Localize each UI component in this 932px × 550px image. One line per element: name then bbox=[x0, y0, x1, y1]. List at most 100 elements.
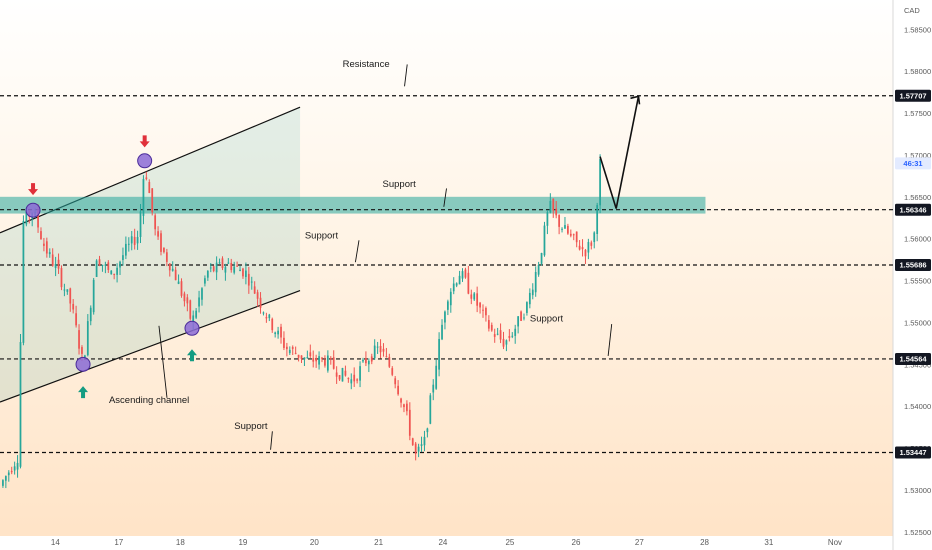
candle-body bbox=[215, 262, 218, 273]
candle-body bbox=[218, 262, 221, 264]
candle-body bbox=[233, 266, 236, 273]
candle-body bbox=[441, 324, 443, 340]
candle-body bbox=[362, 359, 364, 362]
candle-body bbox=[195, 310, 198, 318]
candle-body bbox=[107, 262, 110, 270]
candle-body bbox=[165, 252, 168, 262]
candle-body bbox=[148, 181, 151, 193]
candle-body bbox=[171, 268, 174, 271]
candle-body bbox=[464, 269, 467, 278]
candle-body bbox=[546, 212, 549, 226]
candle-body bbox=[499, 330, 502, 340]
buy-arrow-icon bbox=[186, 349, 197, 362]
candle-body bbox=[7, 472, 10, 476]
candle-body bbox=[479, 302, 481, 308]
candle-body bbox=[461, 271, 464, 279]
x-tick-label: 17 bbox=[114, 538, 123, 547]
candle-body bbox=[537, 264, 540, 275]
y-tick-label: 1.57000 bbox=[904, 151, 931, 160]
candle-body bbox=[347, 378, 350, 380]
candle-body bbox=[558, 215, 560, 227]
candle-body bbox=[119, 261, 121, 268]
candle-body bbox=[379, 346, 382, 353]
candle-body bbox=[186, 297, 189, 304]
candle-body bbox=[341, 367, 344, 382]
candle-body bbox=[590, 242, 593, 246]
candle-body bbox=[69, 288, 72, 304]
x-tick-label: 20 bbox=[310, 538, 319, 547]
candle-body bbox=[306, 357, 309, 359]
touch-point-circle[interactable] bbox=[137, 153, 153, 169]
annotation-label: Support bbox=[530, 314, 564, 325]
y-tick-label: 1.56500 bbox=[904, 193, 931, 202]
candle-body bbox=[177, 281, 180, 284]
annotation-pointer bbox=[443, 188, 447, 207]
candle-body bbox=[89, 307, 92, 322]
y-tick-label: 1.54000 bbox=[904, 402, 931, 411]
price-axis[interactable] bbox=[893, 0, 932, 550]
annotation-pointer bbox=[158, 325, 168, 398]
buy-arrow-icon bbox=[78, 386, 89, 399]
candle-body bbox=[189, 300, 192, 319]
candle-body bbox=[365, 358, 367, 364]
projection-path bbox=[599, 96, 640, 209]
candle-body bbox=[40, 231, 42, 240]
annotation-label: Ascending channel bbox=[109, 395, 189, 406]
candle-body bbox=[423, 436, 426, 446]
annotation-label: Support bbox=[383, 179, 417, 190]
candle-body bbox=[116, 267, 118, 275]
candle-body bbox=[572, 234, 575, 236]
candle-body bbox=[406, 403, 408, 412]
candle-body bbox=[262, 312, 265, 314]
price-label-box bbox=[895, 258, 931, 271]
candle-body bbox=[385, 356, 388, 358]
x-tick-label: 28 bbox=[700, 538, 709, 547]
y-tick-label: 1.58500 bbox=[904, 25, 931, 34]
candle-body bbox=[502, 338, 505, 347]
touch-point-circle[interactable] bbox=[184, 320, 200, 336]
annotation-pointer bbox=[607, 324, 613, 356]
candle-body bbox=[435, 365, 438, 389]
candle-body bbox=[458, 275, 461, 285]
touch-point-circle[interactable] bbox=[75, 356, 91, 372]
candle-body bbox=[403, 404, 405, 408]
candle-body bbox=[496, 333, 499, 335]
candle-body bbox=[587, 242, 590, 253]
candle-body bbox=[517, 316, 520, 327]
candle-body bbox=[54, 264, 57, 268]
time-axis[interactable] bbox=[0, 536, 893, 550]
y-tick-label: 1.52500 bbox=[904, 528, 931, 537]
candle-body bbox=[540, 252, 543, 264]
candle-body bbox=[467, 272, 470, 294]
candle-body bbox=[344, 370, 347, 376]
y-tick-label: 1.58000 bbox=[904, 67, 931, 76]
candle-body bbox=[133, 236, 136, 245]
candle-body bbox=[66, 289, 69, 292]
candle-body bbox=[599, 159, 601, 206]
candle-body bbox=[10, 470, 13, 473]
x-tick-label: 24 bbox=[438, 538, 447, 547]
candle-body bbox=[400, 398, 402, 403]
candle-body bbox=[382, 348, 385, 352]
candle-body bbox=[332, 357, 335, 369]
candle-body bbox=[84, 355, 86, 358]
candle-body bbox=[543, 225, 546, 256]
candle-body bbox=[394, 378, 397, 385]
candle-body bbox=[104, 264, 107, 266]
candle-body bbox=[122, 255, 124, 261]
candle-body bbox=[485, 307, 487, 316]
candle-body bbox=[432, 384, 435, 393]
candle-body bbox=[356, 379, 359, 381]
candle-body bbox=[564, 225, 566, 229]
y-tick-label: 1.53000 bbox=[904, 486, 931, 495]
candle-body bbox=[174, 269, 177, 281]
candle-body bbox=[239, 269, 241, 272]
candle-body bbox=[274, 332, 277, 335]
candle-body bbox=[561, 228, 563, 230]
candle-body bbox=[209, 267, 212, 269]
y-tick-label: 1.56000 bbox=[904, 235, 931, 244]
candle-body bbox=[57, 259, 60, 269]
candle-body bbox=[285, 346, 288, 350]
touch-point-circle[interactable] bbox=[25, 202, 41, 218]
